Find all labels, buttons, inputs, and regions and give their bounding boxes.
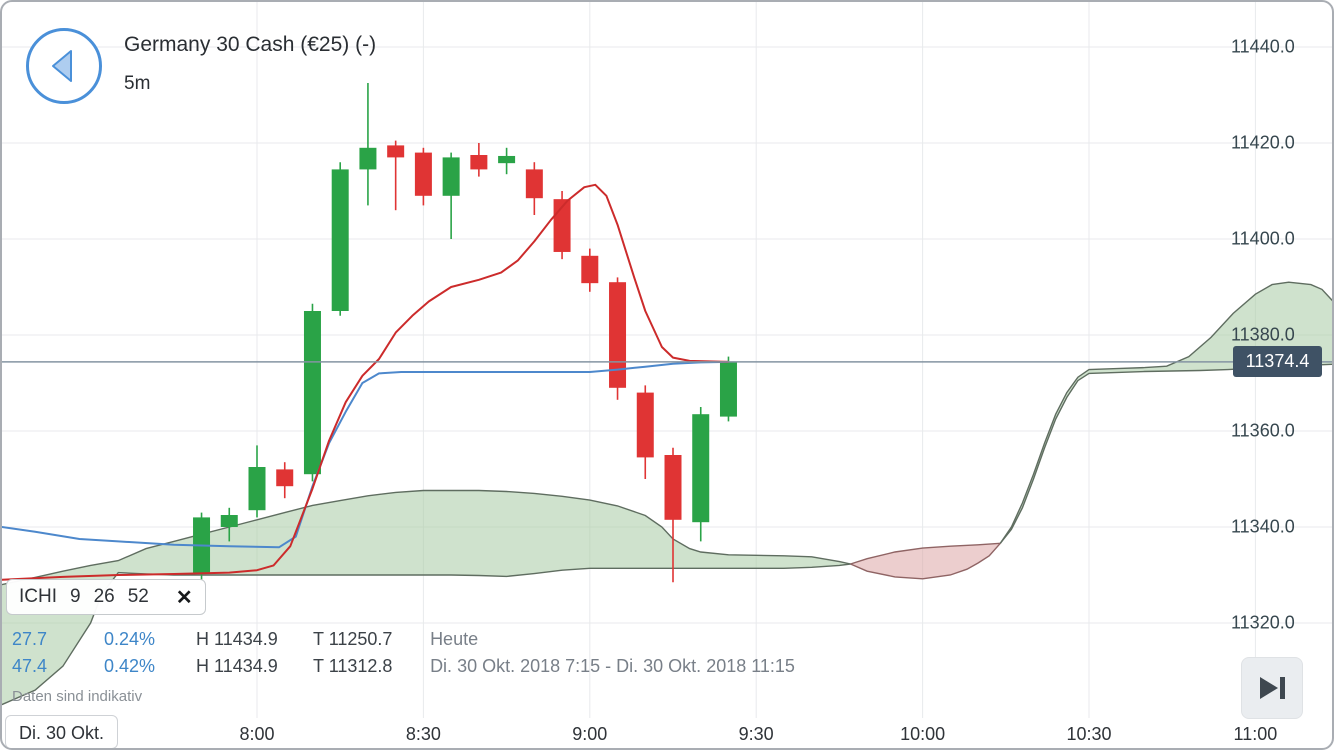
indicator-name: ICHI	[19, 586, 57, 607]
change-value: 27.7	[12, 629, 48, 649]
skip-to-latest-icon	[1260, 677, 1285, 699]
low-value: T 11312.8	[313, 656, 393, 676]
low-value: T 11250.7	[313, 629, 393, 649]
indicator-param: 26	[93, 586, 115, 607]
period-label: Di. 30 Okt. 2018 7:15 - Di. 30 Okt. 2018…	[430, 656, 795, 676]
time-tick-label: 9:30	[738, 724, 774, 744]
time-tick-label: 11:00	[1233, 724, 1278, 744]
time-tick-label: 10:00	[900, 724, 946, 744]
indicator-param: 52	[127, 586, 149, 607]
stat-row-today: 27.7 0.24% H 11434.9 T 11250.7 Heute	[12, 626, 795, 653]
indicator-stats: 27.7 0.24% H 11434.9 T 11250.7 Heute 47.…	[12, 626, 795, 705]
time-tick-label: 10:30	[1066, 724, 1112, 744]
time-tick-label: 9:00	[572, 724, 608, 744]
date-label-chip: Di. 30 Okt.	[5, 715, 119, 748]
change-percent: 0.42%	[104, 656, 156, 676]
change-percent: 0.24%	[104, 629, 156, 649]
interval-label[interactable]: 5m	[124, 73, 151, 94]
period-label: Heute	[430, 629, 479, 649]
indicator-legend-ichimoku[interactable]: ICHI 9 26 52 ✕	[6, 579, 206, 615]
indicator-param: 9	[70, 586, 81, 607]
high-value: H 11434.9	[196, 656, 278, 676]
current-price-badge: 11374.4	[1233, 346, 1322, 378]
indicative-data-disclaimer: Daten sind indikativ	[12, 688, 143, 705]
instrument-title: Germany 30 Cash (€25) (-)	[124, 33, 377, 56]
stat-row-range: 47.4 0.42% H 11434.9 T 11312.8 Di. 30 Ok…	[12, 653, 795, 680]
skip-to-latest-button[interactable]	[1241, 657, 1303, 719]
close-indicator-icon[interactable]: ✕	[175, 586, 193, 609]
high-value: H 11434.9	[196, 629, 278, 649]
back-arrow-icon	[52, 50, 72, 82]
time-tick-label: 8:00	[239, 724, 275, 744]
back-button[interactable]	[26, 28, 102, 104]
time-tick-label: 8:30	[405, 724, 441, 744]
change-value: 47.4	[12, 656, 48, 676]
